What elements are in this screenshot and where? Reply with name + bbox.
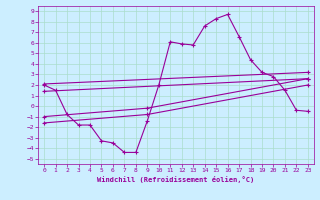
X-axis label: Windchill (Refroidissement éolien,°C): Windchill (Refroidissement éolien,°C)	[97, 176, 255, 183]
